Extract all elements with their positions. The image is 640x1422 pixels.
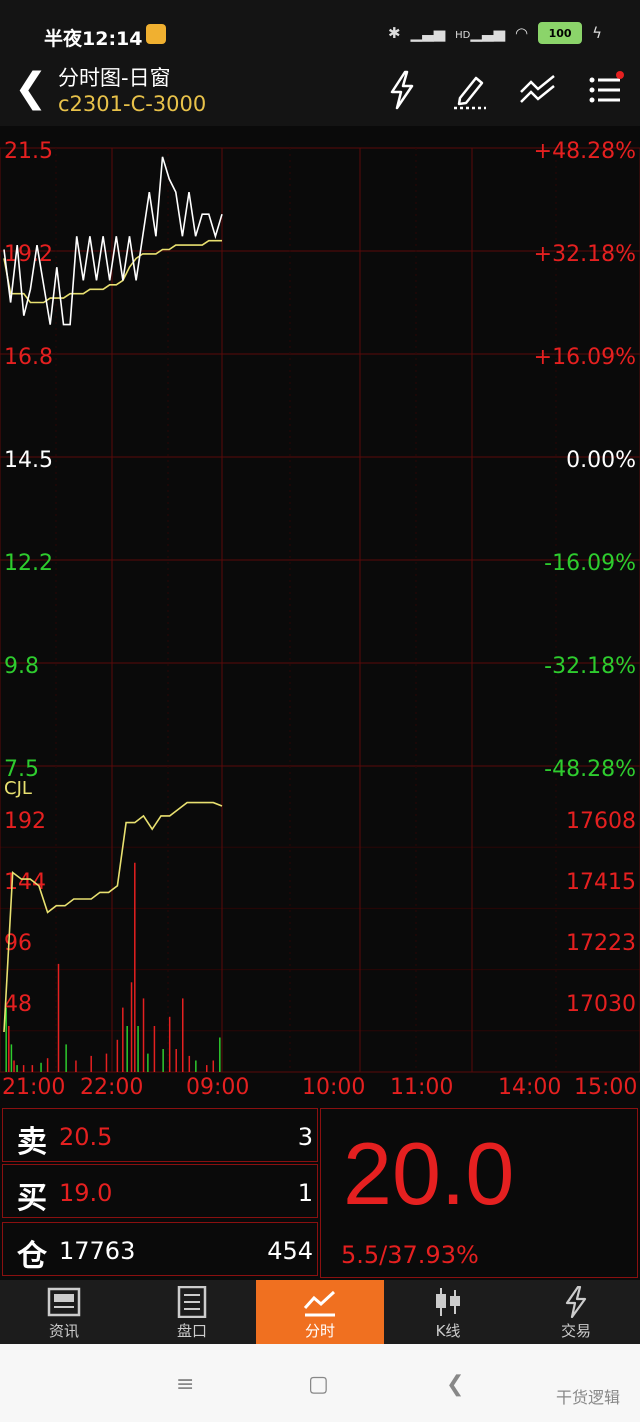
percent-tick-label: +48.28% — [534, 139, 636, 164]
back-nav-icon[interactable]: ❮ — [446, 1372, 465, 1397]
tab-news[interactable]: 资讯 — [0, 1280, 128, 1344]
indicator-icon[interactable] — [516, 68, 560, 112]
trade-icon — [565, 1286, 587, 1318]
wifi-icon: ◠ — [515, 24, 529, 42]
price-tick-label: 12.2 — [4, 551, 53, 576]
oi-change: 454 — [267, 1237, 313, 1265]
page-title: 分时图-日窗 — [58, 66, 171, 90]
tab-intraday[interactable]: 分时 — [256, 1280, 384, 1344]
percent-tick-label: -32.18% — [544, 654, 636, 679]
pencil-icon[interactable] — [448, 68, 492, 112]
oi-label: 仓 — [17, 1239, 47, 1274]
hd-signal-icon: HD▁▃▅ — [455, 24, 505, 42]
kline-icon — [436, 1288, 460, 1316]
bid-label: 买 — [17, 1181, 47, 1216]
time-tick-label: 09:00 — [186, 1075, 249, 1100]
price-tick-label: 7.5 — [4, 757, 39, 782]
signal-icon: ▁▃▅ — [410, 24, 446, 42]
orderbook-icon — [177, 1286, 207, 1318]
price-tick-label: 19.2 — [4, 242, 53, 267]
time-tick-label: 21:00 — [2, 1075, 65, 1100]
oi-value: 17763 — [59, 1237, 136, 1265]
back-button[interactable]: ❮ — [14, 65, 48, 111]
average-line — [3, 239, 222, 304]
app-header: ❮ 分时图-日窗 c2301-C-3000 — [0, 60, 640, 126]
contract-symbol: c2301-C-3000 — [58, 92, 207, 116]
ask-price: 20.5 — [59, 1123, 113, 1151]
bottom-tab-bar: 资讯 盘口 分时 K线 交易 — [0, 1280, 640, 1344]
volume-tick-label: 48 — [4, 992, 32, 1017]
tab-label: 盘口 — [176, 1322, 207, 1340]
charging-icon: ϟ — [592, 24, 602, 42]
tab-label: 交易 — [560, 1322, 591, 1340]
price-change: 5.5/37.93% — [341, 1241, 479, 1269]
recent-apps-icon[interactable]: ≡ — [176, 1372, 195, 1397]
oi-tick-label: 17415 — [566, 870, 636, 895]
oi-tick-label: 17608 — [566, 809, 636, 834]
status-bar: 半夜12:14 ✱ ▁▃▅ HD▁▃▅ ◠ 100 ϟ — [0, 0, 640, 60]
time-tick-label: 15:00 — [574, 1075, 637, 1100]
news-icon — [47, 1287, 81, 1317]
bid-volume: 1 — [297, 1179, 313, 1207]
oi-tick-label: 17223 — [566, 931, 636, 956]
open-interest-row: 仓 17763 454 — [2, 1222, 318, 1276]
bluetooth-icon: ✱ — [387, 24, 401, 42]
ask-label: 卖 — [17, 1125, 47, 1160]
home-icon[interactable]: ▢ — [308, 1372, 329, 1397]
oi-tick-label: 17030 — [566, 992, 636, 1017]
percent-tick-label: -16.09% — [544, 551, 636, 576]
percent-tick-label: +32.18% — [534, 242, 636, 267]
intraday-icon — [303, 1290, 336, 1317]
watermark: 干货逻辑 — [555, 1388, 620, 1407]
ask-row[interactable]: 卖 20.5 3 — [2, 1108, 318, 1162]
last-price-box: 20.0 5.5/37.93% — [320, 1108, 638, 1278]
tab-label: 分时 — [304, 1322, 335, 1340]
bid-price: 19.0 — [59, 1179, 113, 1207]
volume-indicator-label: CJL — [4, 778, 32, 799]
price-tick-label: 21.5 — [4, 139, 53, 164]
last-price: 20.0 — [343, 1124, 515, 1223]
open-interest-line — [3, 801, 223, 1033]
percent-tick-label: 0.00% — [566, 448, 636, 473]
time-tick-label: 14:00 — [498, 1075, 561, 1100]
tab-trade[interactable]: 交易 — [512, 1280, 640, 1344]
quote-panel: 卖 20.5 3 买 19.0 1 仓 17763 454 20.0 5.5/3… — [0, 1106, 640, 1280]
battery-icon: 100 — [538, 22, 583, 44]
intraday-chart[interactable]: 21.5 19.2 16.8 14.5 12.2 9.8 7.5 +48.28% +32.18%… — [0, 126, 640, 1106]
price-line — [3, 156, 223, 326]
price-tick-label: 9.8 — [4, 654, 39, 679]
status-icons: ✱ ▁▃▅ HD▁▃▅ ◠ 100 ϟ — [388, 22, 602, 44]
status-time: 半夜12:14 — [44, 28, 143, 50]
tab-kline[interactable]: K线 — [384, 1280, 512, 1344]
ask-volume: 3 — [297, 1123, 313, 1151]
percent-tick-label: -48.28% — [544, 757, 636, 782]
tab-label: 资讯 — [48, 1322, 79, 1340]
volume-tick-label: 192 — [4, 809, 46, 834]
time-tick-label: 22:00 — [80, 1075, 143, 1100]
menu-icon[interactable] — [584, 68, 628, 112]
lightning-icon[interactable] — [380, 68, 424, 112]
tab-orderbook[interactable]: 盘口 — [128, 1280, 256, 1344]
system-nav-bar: ≡ ▢ ❮ 干货逻辑 — [0, 1344, 640, 1422]
time-tick-label: 10:00 — [302, 1075, 365, 1100]
notification-icon — [146, 24, 166, 44]
time-tick-label: 11:00 — [390, 1075, 453, 1100]
tab-label: K线 — [435, 1322, 461, 1340]
percent-tick-label: +16.09% — [534, 345, 636, 370]
bid-row[interactable]: 买 19.0 1 — [2, 1164, 318, 1218]
price-tick-label: 14.5 — [4, 448, 53, 473]
price-tick-label: 16.8 — [4, 345, 53, 370]
volume-tick-label: 144 — [4, 870, 46, 895]
